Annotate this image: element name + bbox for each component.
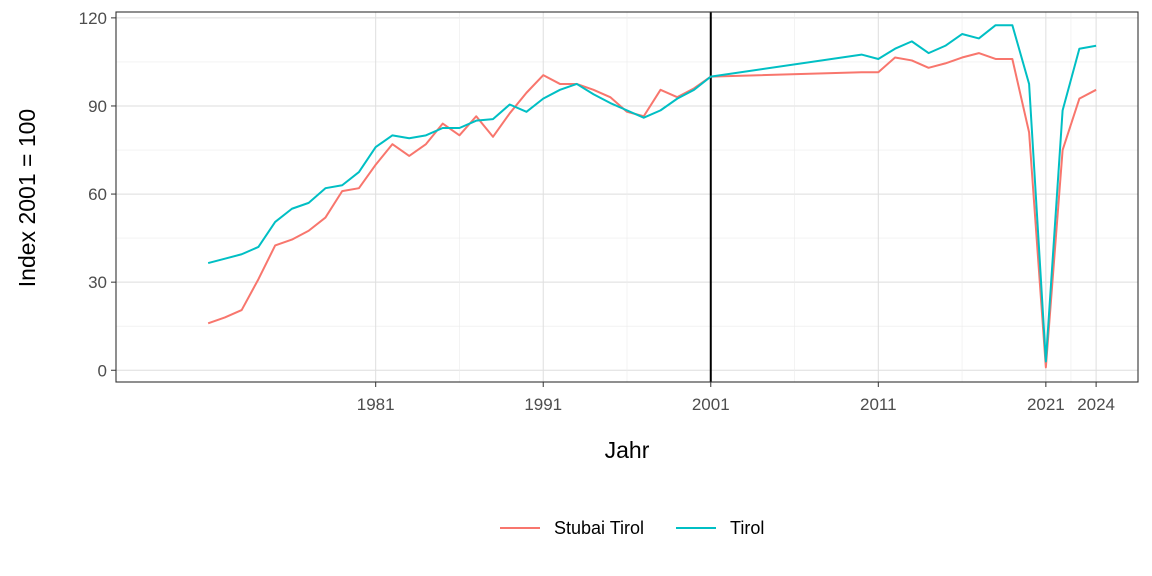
y-tick-label: 60	[88, 185, 107, 204]
y-tick-label: 0	[98, 361, 107, 380]
y-axis-ticks: 0 30 60 90 120	[79, 9, 116, 380]
legend: Stubai Tirol Tirol	[500, 518, 764, 538]
y-tick-label: 90	[88, 97, 107, 116]
series-lines	[207, 24, 1097, 369]
x-tick-label: 2001	[692, 395, 730, 414]
y-tick-label: 120	[79, 9, 107, 28]
series-line-stubai-tirol	[207, 52, 1097, 369]
x-tick-label: 2021	[1027, 395, 1065, 414]
panel-border	[115, 11, 1139, 383]
x-tick-label: 2011	[860, 395, 897, 414]
series-line-tirol	[207, 24, 1097, 363]
x-axis-title: Jahr	[605, 437, 650, 463]
y-tick-label: 30	[88, 273, 107, 292]
x-tick-label: 1981	[357, 395, 395, 414]
x-axis-ticks: 1981 1991 2001 2011 2021 2024	[357, 382, 1115, 414]
x-tick-label: 1991	[524, 395, 562, 414]
legend-label-tirol: Tirol	[730, 518, 764, 538]
y-axis-title: Index 2001 = 100	[14, 109, 40, 287]
legend-label-stubai-tirol: Stubai Tirol	[554, 518, 644, 538]
x-tick-label: 2024	[1077, 395, 1115, 414]
